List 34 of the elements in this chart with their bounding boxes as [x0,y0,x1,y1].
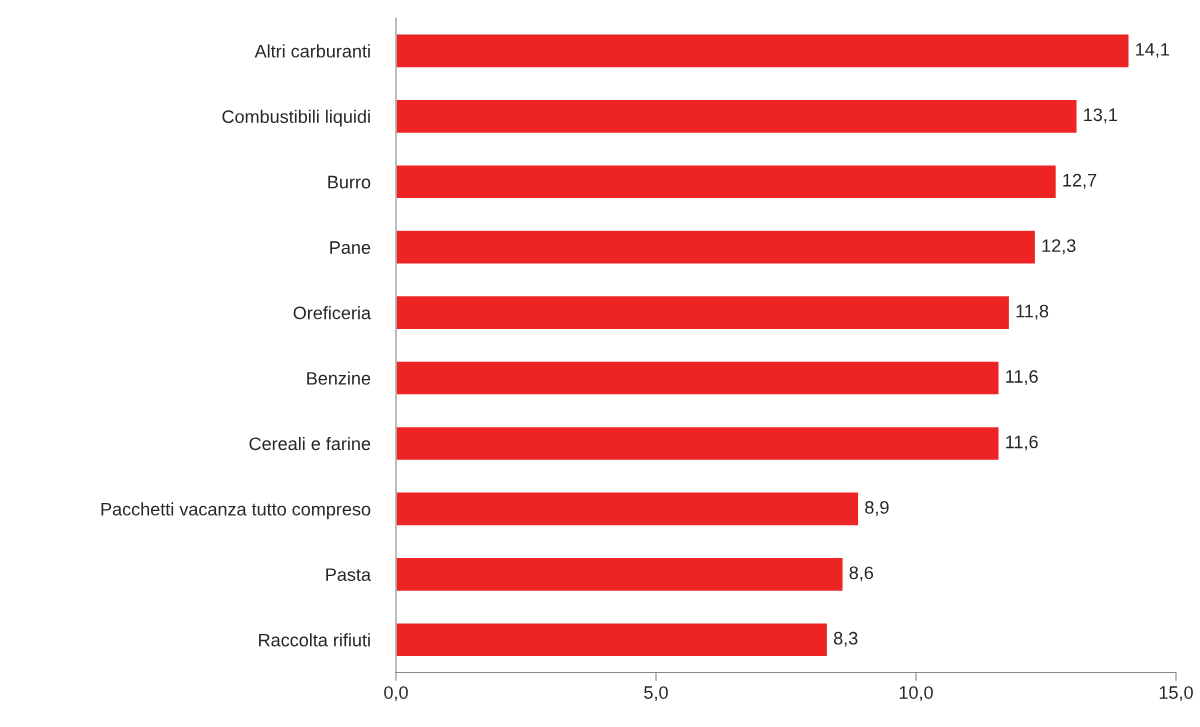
bar [396,360,1000,396]
y-tick-label: Pane [330,241,371,254]
y-tick-label: Combustibili liquidi [222,109,370,127]
data-label: 11,6 [1006,370,1038,386]
y-tick-label: Oreficeria [293,306,371,320]
x-tick-label: 15,0 [1159,686,1193,702]
bar [396,98,1078,135]
bar [396,622,829,658]
x-tick-label: 5,0 [644,686,668,702]
bar [396,556,844,593]
data-label: 12,3 [1042,239,1076,255]
data-label: 12,7 [1063,173,1097,189]
bar [396,425,1000,462]
y-tick-label: Pacchetti vacanza tutto compreso [101,502,371,520]
y-tick-label: Cereali e farine [249,436,371,451]
data-label: 8,9 [865,500,889,516]
bar [396,164,1058,200]
y-tick-label: Raccolta rifiuti [259,633,370,647]
data-label: 11,6 [1006,435,1038,451]
data-label: 11,8 [1016,304,1049,320]
y-tick-label: Burro [328,175,371,189]
data-label: 8,3 [833,631,858,647]
x-tick-label: 10,0 [899,686,933,702]
y-tick-label: Pasta [326,568,371,582]
y-tick-label: Altri carburanti [254,44,370,58]
x-tick-label: 0,0 [384,686,408,702]
y-tick-label: Benzine [307,371,371,385]
bar [396,294,1011,331]
bar [396,491,860,527]
bar [396,229,1037,265]
data-label: 13,1 [1084,108,1118,124]
data-label: 8,6 [849,566,874,582]
bar [396,33,1130,69]
data-label: 14,1 [1136,43,1170,58]
